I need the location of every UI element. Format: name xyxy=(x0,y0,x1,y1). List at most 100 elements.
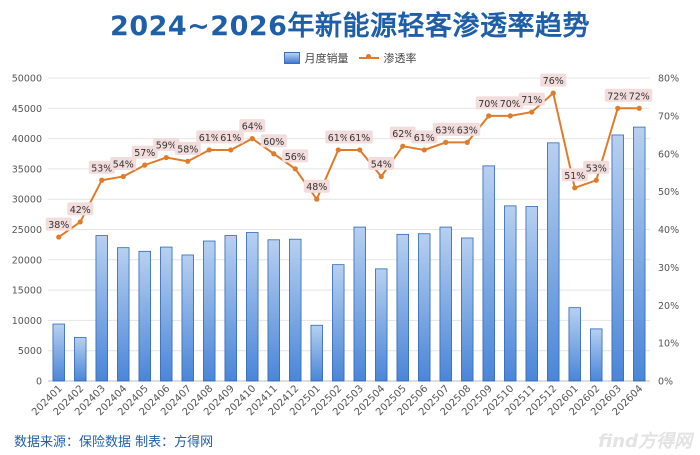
penetration-point-202504 xyxy=(378,173,384,180)
y-left-tick-label: 30000 xyxy=(12,195,42,206)
penetration-data-label: 57% xyxy=(134,148,155,159)
bar-202503 xyxy=(353,226,366,382)
penetration-label-bg xyxy=(325,130,352,144)
page-title: 2024~2026年新能源轻客渗透率趋势 xyxy=(110,11,590,42)
penetration-data-label: 53% xyxy=(586,163,607,174)
bar-202410 xyxy=(246,232,259,382)
penetration-point-202510 xyxy=(507,113,513,119)
penetration-data-label: 72% xyxy=(629,91,650,102)
penetration-label-bg xyxy=(45,217,72,231)
penetration-label-bg xyxy=(110,156,137,170)
bar-202603 xyxy=(611,134,624,382)
y-left-tick-label: 10000 xyxy=(12,316,42,327)
y-left-tick-label: 5000 xyxy=(18,346,42,357)
penetration-data-label: 64% xyxy=(242,122,263,133)
bar-202602 xyxy=(590,328,603,382)
penetration-label-bg xyxy=(604,88,631,102)
penetration-label-bg xyxy=(217,130,244,144)
bar-202512 xyxy=(547,142,560,382)
bar-202401 xyxy=(52,323,65,382)
bar-202405 xyxy=(138,250,151,382)
penetration-label-bg xyxy=(561,168,588,182)
penetration-point-202411 xyxy=(271,151,277,157)
penetration-point-202501 xyxy=(314,196,320,202)
penetration-label-bg xyxy=(174,141,201,155)
bar-202502 xyxy=(332,264,345,382)
penetration-point-202407 xyxy=(185,158,191,164)
penetration-label-bg xyxy=(497,96,524,110)
bar-202505 xyxy=(396,233,409,382)
penetration-data-label: 63% xyxy=(457,125,478,136)
penetration-data-label: 51% xyxy=(564,171,585,182)
penetration-point-202406 xyxy=(163,154,169,161)
penetration-point-202402 xyxy=(77,219,83,225)
y-right-tick-label: 40% xyxy=(658,225,679,236)
legend-item-penetration: 渗透率 xyxy=(358,50,417,66)
bar-202601 xyxy=(568,307,581,382)
penetration-label-bg xyxy=(540,73,567,87)
penetration-point-202506 xyxy=(421,147,427,153)
penetration-point-202508 xyxy=(464,139,470,145)
penetration-label-bg xyxy=(389,126,416,140)
penetration-point-202603 xyxy=(615,105,621,111)
brand-logo: find方得网 xyxy=(598,431,692,452)
y-left-tick-label: 0 xyxy=(36,377,42,388)
penetration-point-202403 xyxy=(99,177,105,183)
penetration-data-label: 48% xyxy=(306,182,327,193)
penetration-data-label: 54% xyxy=(371,159,392,170)
bar-202407 xyxy=(181,254,194,382)
bar-202604 xyxy=(633,126,646,382)
penetration-data-label: 61% xyxy=(220,133,241,144)
penetration-label-bg xyxy=(411,130,438,144)
penetration-point-202404 xyxy=(120,173,126,180)
penetration-point-202412 xyxy=(292,166,298,172)
legend-line-swatch xyxy=(358,54,379,59)
penetration-data-label: 56% xyxy=(285,152,306,163)
penetration-point-202502 xyxy=(335,147,341,153)
penetration-data-label: 76% xyxy=(543,76,564,87)
penetration-point-202405 xyxy=(142,162,148,168)
penetration-label-bg xyxy=(131,145,158,159)
source-note: 数据来源：保险数据 制表：方得网 xyxy=(14,435,214,450)
bar-202510 xyxy=(504,205,517,382)
penetration-point-202408 xyxy=(206,147,212,153)
chart-legend: 月度销量 渗透率 xyxy=(0,50,700,66)
y-right-tick-label: 20% xyxy=(658,301,679,312)
penetration-point-202602 xyxy=(593,177,599,183)
penetration-point-202410 xyxy=(249,136,255,142)
penetration-data-label: 53% xyxy=(91,163,112,174)
bar-202501 xyxy=(310,324,323,382)
y-right-tick-label: 80% xyxy=(658,74,679,85)
penetration-data-label: 61% xyxy=(199,133,220,144)
penetration-point-202503 xyxy=(357,147,363,153)
y-right-tick-label: 10% xyxy=(658,339,679,350)
y-right-tick-label: 60% xyxy=(658,149,679,160)
y-right-tick-label: 30% xyxy=(658,263,679,274)
bar-202404 xyxy=(117,247,130,382)
bar-202402 xyxy=(74,336,87,382)
legend-item-sales: 月度销量 xyxy=(283,50,349,66)
penetration-data-label: 62% xyxy=(392,129,413,140)
penetration-data-label: 54% xyxy=(113,159,134,170)
bar-202504 xyxy=(375,268,388,382)
penetration-data-label: 63% xyxy=(435,125,456,136)
bar-202406 xyxy=(160,246,173,382)
penetration-label-bg xyxy=(432,122,459,136)
penetration-label-bg xyxy=(239,119,266,133)
legend-label-sales: 月度销量 xyxy=(304,52,349,65)
penetration-data-label: 38% xyxy=(48,220,69,231)
penetration-data-label: 71% xyxy=(521,95,542,106)
penetration-label-bg xyxy=(260,134,287,148)
y-left-tick-label: 20000 xyxy=(12,255,42,266)
penetration-point-202509 xyxy=(486,113,492,119)
bar-202507 xyxy=(439,226,452,382)
penetration-label-bg xyxy=(475,96,502,110)
y-right-tick-label: 70% xyxy=(658,111,679,122)
y-left-tick-label: 15000 xyxy=(12,286,42,297)
penetration-point-202505 xyxy=(400,143,406,149)
penetration-label-bg xyxy=(368,156,395,170)
penetration-point-202601 xyxy=(572,185,578,191)
penetration-data-label: 61% xyxy=(349,133,370,144)
penetration-data-label: 58% xyxy=(177,144,198,155)
penetration-point-202511 xyxy=(529,109,535,115)
